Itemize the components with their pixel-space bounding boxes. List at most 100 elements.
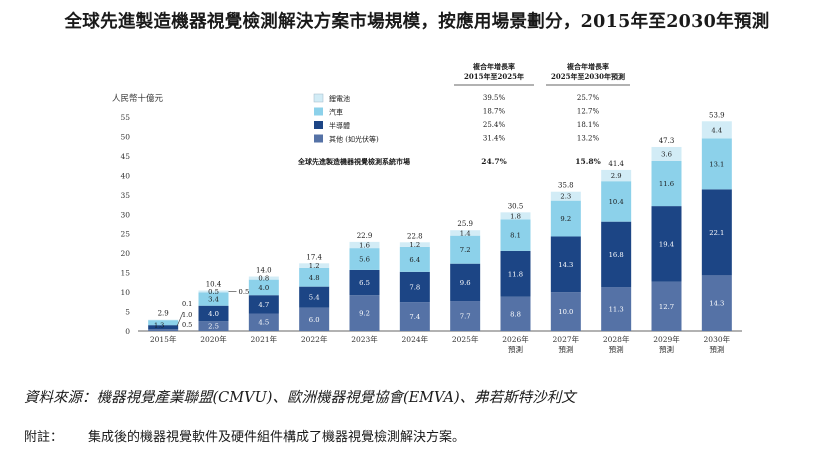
bar-value-label: 0.5 (239, 288, 250, 296)
bar-value-label: 0.5 (208, 288, 219, 296)
bar-value-label: 11.8 (508, 270, 523, 278)
bar-segment (148, 320, 179, 326)
bar-total-label: 47.3 (659, 137, 675, 145)
bar-segment (450, 230, 481, 236)
bar-segment (651, 146, 682, 161)
bar-value-label: 14.3 (709, 300, 724, 308)
bar-value-label: 7.8 (409, 284, 420, 292)
cagr-header: 複合年增長率 (472, 62, 515, 71)
bar-segment (701, 138, 732, 190)
bar-value-label: 12.7 (659, 303, 674, 311)
bar-segment (500, 212, 531, 220)
bar-value-label: 16.8 (609, 251, 624, 259)
bar-value-label: 1.6 (359, 242, 370, 250)
x-tick-label: 2029年 (653, 334, 680, 344)
cagr-value: 31.4% (483, 135, 506, 143)
bar-total-label: 25.9 (457, 220, 473, 228)
bar-value-label: 7.4 (409, 313, 420, 321)
legend-label: 鋰電池 (329, 94, 350, 103)
bar-segment (550, 236, 581, 293)
x-tick-label: 2025年 (452, 334, 479, 344)
bar-segment (248, 313, 279, 331)
bar-value-label: 8.1 (510, 232, 521, 240)
bar-value-label: 3.6 (661, 150, 672, 158)
y-tick-label: 0 (125, 327, 130, 336)
chart-title: 全球先進製造機器視覺檢測解決方案市場規模，按應用場景劃分，2015年至2030年… (64, 12, 770, 32)
cagr-total-label: 全球先進製造機器視覺檢測系統市場 (297, 157, 410, 166)
bar-total-label: 53.9 (709, 111, 725, 119)
bar-value-label: 6.5 (359, 279, 370, 287)
bar-segment (399, 242, 430, 247)
legend-label: 汽車 (329, 108, 343, 117)
bar-segment (651, 281, 682, 331)
bar-total-label: 41.4 (608, 160, 624, 168)
bar-segment (198, 305, 229, 322)
y-tick-label: 20 (120, 249, 130, 258)
bar-segment (601, 221, 632, 288)
bar-segment (450, 263, 481, 302)
bar-segment (550, 191, 581, 201)
x-tick-label: 2027年 (553, 334, 580, 344)
bar-value-label: 2.5 (208, 323, 219, 331)
bar-segment (198, 321, 229, 331)
bar-value-label: 4.4 (711, 126, 722, 134)
bar-segment (399, 271, 430, 303)
x-tick-label: 2020年 (200, 334, 227, 344)
bar-value-label: 9.2 (560, 215, 571, 223)
leader-line (176, 311, 184, 327)
bar-segment (248, 279, 279, 296)
y-tick-label: 30 (120, 210, 130, 219)
x-tick-label: 2028年 (603, 334, 630, 344)
footnote-label: 附註： (24, 430, 64, 445)
bar-value-label: 7.2 (460, 246, 471, 254)
bar-segment (349, 241, 380, 249)
bar-segment (399, 302, 430, 331)
bar-segment (349, 269, 380, 296)
bar-segment (399, 246, 430, 272)
bar-value-label: 4.0 (258, 284, 269, 292)
bar-segment (601, 181, 632, 222)
x-tick-label: 2015年 (150, 334, 177, 344)
bar-value-label: 0.1 (182, 300, 192, 308)
source-note: 資料來源：機器視覺產業聯盟(CMVU)、歐洲機器視覺協會(EMVA)、弗若斯特沙… (24, 390, 576, 406)
x-tick-label: 預測 (558, 344, 573, 354)
bar-total-label: 14.0 (256, 267, 272, 275)
bar-segment (651, 160, 682, 207)
bar-segment (299, 307, 330, 331)
bar-value-label: 0.8 (258, 275, 269, 283)
bar-segment (550, 200, 581, 237)
y-tick-label: 35 (120, 191, 130, 200)
cagr-header: 2025年至2030年預測 (551, 72, 625, 81)
bar-value-label: 4.8 (309, 274, 320, 282)
bar-value-label: 1.2 (309, 262, 320, 270)
bar-segment (349, 248, 380, 270)
bar-segment (248, 295, 279, 314)
cagr-value: 13.2% (577, 135, 600, 143)
stacked-bar-chart: 人民幣十億元 0 5 10 15 20 25 30 35 40 45 50 55 2.9 2015年 2.5 4… (112, 62, 742, 354)
x-tick-label: 2023年 (351, 334, 378, 344)
bar-value-label: 4.0 (208, 310, 219, 318)
bar-value-label: 0.5 (182, 321, 192, 329)
bar-segment (701, 121, 732, 139)
bar-value-label: 6.4 (409, 256, 420, 264)
bar-segment (148, 319, 179, 321)
y-tick-label: 15 (120, 269, 130, 278)
bar-segment (299, 267, 330, 287)
cagr-value: 18.1% (577, 121, 600, 129)
bar-total-label: 22.8 (407, 232, 423, 240)
bar-value-label: 10.0 (558, 308, 573, 316)
bar-value-label: 19.4 (659, 240, 674, 248)
cagr-value: 25.4% (483, 121, 506, 129)
cagr-value: 39.5% (483, 94, 506, 102)
bar-value-label: 2.9 (611, 172, 622, 180)
y-tick-label: 10 (120, 288, 130, 297)
bar-segment (299, 263, 330, 268)
bar-segment (701, 189, 732, 276)
bar-value-label: 1.4 (460, 229, 471, 237)
bar-value-label: 1.0 (182, 311, 192, 319)
bar-value-label: 6.0 (309, 316, 320, 324)
bar-value-label: 2.3 (560, 193, 571, 201)
bar-segment (450, 235, 481, 264)
bar-value-label: 1.8 (510, 212, 521, 220)
